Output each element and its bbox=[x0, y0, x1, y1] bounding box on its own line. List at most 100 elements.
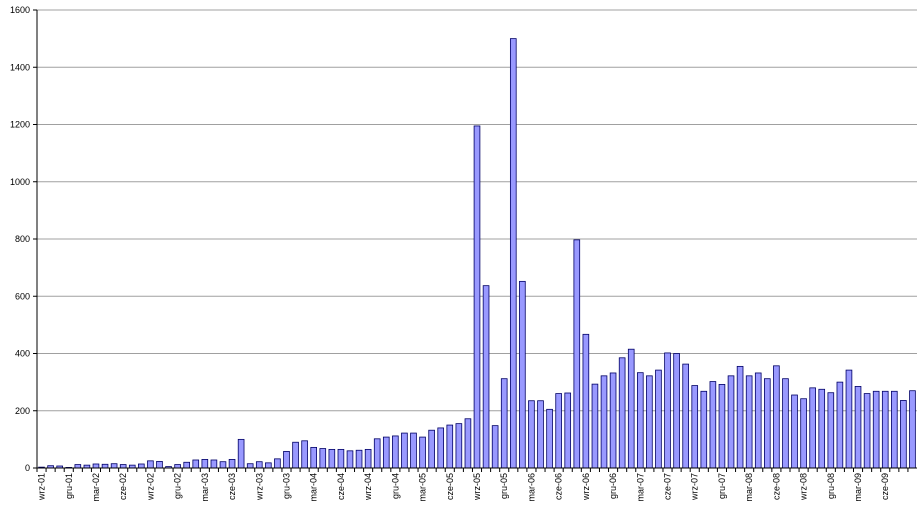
bar bbox=[691, 385, 699, 469]
bar bbox=[909, 390, 916, 469]
bar bbox=[582, 333, 590, 469]
bar bbox=[564, 392, 572, 469]
bar bbox=[292, 441, 299, 469]
x-tick-label: gru-03 bbox=[281, 473, 291, 499]
x-tick-label: mar-03 bbox=[200, 473, 210, 502]
bar bbox=[265, 462, 272, 469]
bar bbox=[900, 400, 907, 469]
bar bbox=[274, 458, 281, 469]
bar bbox=[92, 463, 100, 469]
x-tick-label: mar-02 bbox=[91, 473, 101, 502]
bar bbox=[800, 398, 807, 469]
bar bbox=[446, 424, 454, 469]
y-tick-label: 200 bbox=[15, 406, 30, 416]
bar bbox=[401, 432, 408, 469]
bar bbox=[809, 387, 816, 469]
bar bbox=[219, 461, 227, 469]
bar bbox=[627, 348, 635, 469]
x-tick-label: wrz-03 bbox=[254, 473, 264, 501]
bar bbox=[283, 450, 290, 469]
bar bbox=[845, 369, 853, 469]
x-tick-label: cze-02 bbox=[118, 473, 128, 500]
x-tick-label: gru-08 bbox=[826, 473, 836, 499]
x-tick-label: wrz-04 bbox=[363, 473, 373, 501]
y-tick-label: 1000 bbox=[10, 177, 30, 187]
bar bbox=[500, 378, 508, 469]
x-tick-label: mar-05 bbox=[418, 473, 428, 502]
bar bbox=[646, 375, 653, 469]
bar bbox=[482, 285, 490, 469]
bar bbox=[138, 463, 145, 469]
bar bbox=[509, 38, 517, 469]
bar bbox=[700, 390, 708, 469]
bar bbox=[156, 461, 163, 469]
x-tick-label: wrz-06 bbox=[581, 473, 591, 501]
bar bbox=[528, 400, 535, 469]
bar bbox=[854, 386, 862, 469]
bar bbox=[791, 394, 798, 469]
bar bbox=[74, 464, 82, 469]
bar bbox=[255, 461, 263, 469]
x-tick-label: cze-08 bbox=[771, 473, 781, 500]
bar bbox=[337, 448, 345, 469]
bar bbox=[192, 459, 200, 469]
bar bbox=[119, 464, 127, 469]
bar bbox=[210, 459, 218, 469]
bar bbox=[600, 375, 608, 469]
x-tick-label: cze-03 bbox=[227, 473, 237, 500]
bar bbox=[682, 363, 689, 469]
bar bbox=[310, 446, 318, 469]
y-tick-label: 600 bbox=[15, 291, 30, 301]
bar bbox=[346, 450, 354, 469]
x-tick-label: cze-04 bbox=[336, 473, 346, 500]
x-tick-label: gru-05 bbox=[499, 473, 509, 499]
bar bbox=[736, 365, 744, 469]
x-tick-label: wrz-02 bbox=[145, 473, 155, 501]
y-tick-label: 1400 bbox=[10, 62, 30, 72]
bar bbox=[709, 381, 717, 469]
bar bbox=[673, 353, 680, 469]
x-tick-label: gru-06 bbox=[608, 473, 618, 499]
bar bbox=[872, 390, 880, 469]
bar bbox=[727, 375, 735, 469]
bar bbox=[745, 375, 753, 469]
bar bbox=[410, 432, 417, 469]
bar bbox=[246, 463, 254, 469]
bar bbox=[718, 384, 726, 469]
bar bbox=[428, 429, 435, 469]
y-tick-label: 800 bbox=[15, 234, 30, 244]
bar bbox=[382, 436, 390, 469]
x-tick-label: wrz-01 bbox=[37, 473, 47, 501]
y-tick-label: 0 bbox=[25, 463, 30, 473]
bar bbox=[573, 239, 581, 469]
y-tick-label: 400 bbox=[15, 349, 30, 359]
bar bbox=[364, 448, 372, 469]
x-tick-label: mar-08 bbox=[744, 473, 754, 502]
bar bbox=[773, 365, 780, 469]
bar bbox=[827, 392, 835, 469]
bar bbox=[881, 390, 889, 469]
x-tick-label: mar-09 bbox=[853, 473, 863, 502]
x-tick-label: cze-06 bbox=[554, 473, 564, 500]
bar bbox=[183, 461, 190, 469]
bar bbox=[655, 369, 662, 469]
x-tick-label: gru-01 bbox=[64, 473, 74, 499]
bar bbox=[201, 459, 209, 469]
x-tick-label: gru-04 bbox=[390, 473, 400, 499]
bar bbox=[618, 357, 626, 469]
bar bbox=[373, 438, 381, 469]
x-tick-label: gru-02 bbox=[173, 473, 183, 499]
bar bbox=[664, 352, 671, 469]
bar bbox=[228, 459, 236, 469]
x-tick-label: wrz-07 bbox=[690, 473, 700, 501]
bar bbox=[546, 408, 553, 469]
x-tick-label: wrz-08 bbox=[799, 473, 809, 501]
x-tick-label: gru-07 bbox=[717, 473, 727, 499]
bar bbox=[355, 449, 363, 469]
y-tick-label: 1200 bbox=[10, 120, 30, 130]
bar bbox=[473, 125, 481, 469]
bar bbox=[147, 460, 154, 469]
bar bbox=[101, 463, 109, 469]
bar bbox=[301, 440, 308, 469]
bar bbox=[863, 393, 871, 469]
